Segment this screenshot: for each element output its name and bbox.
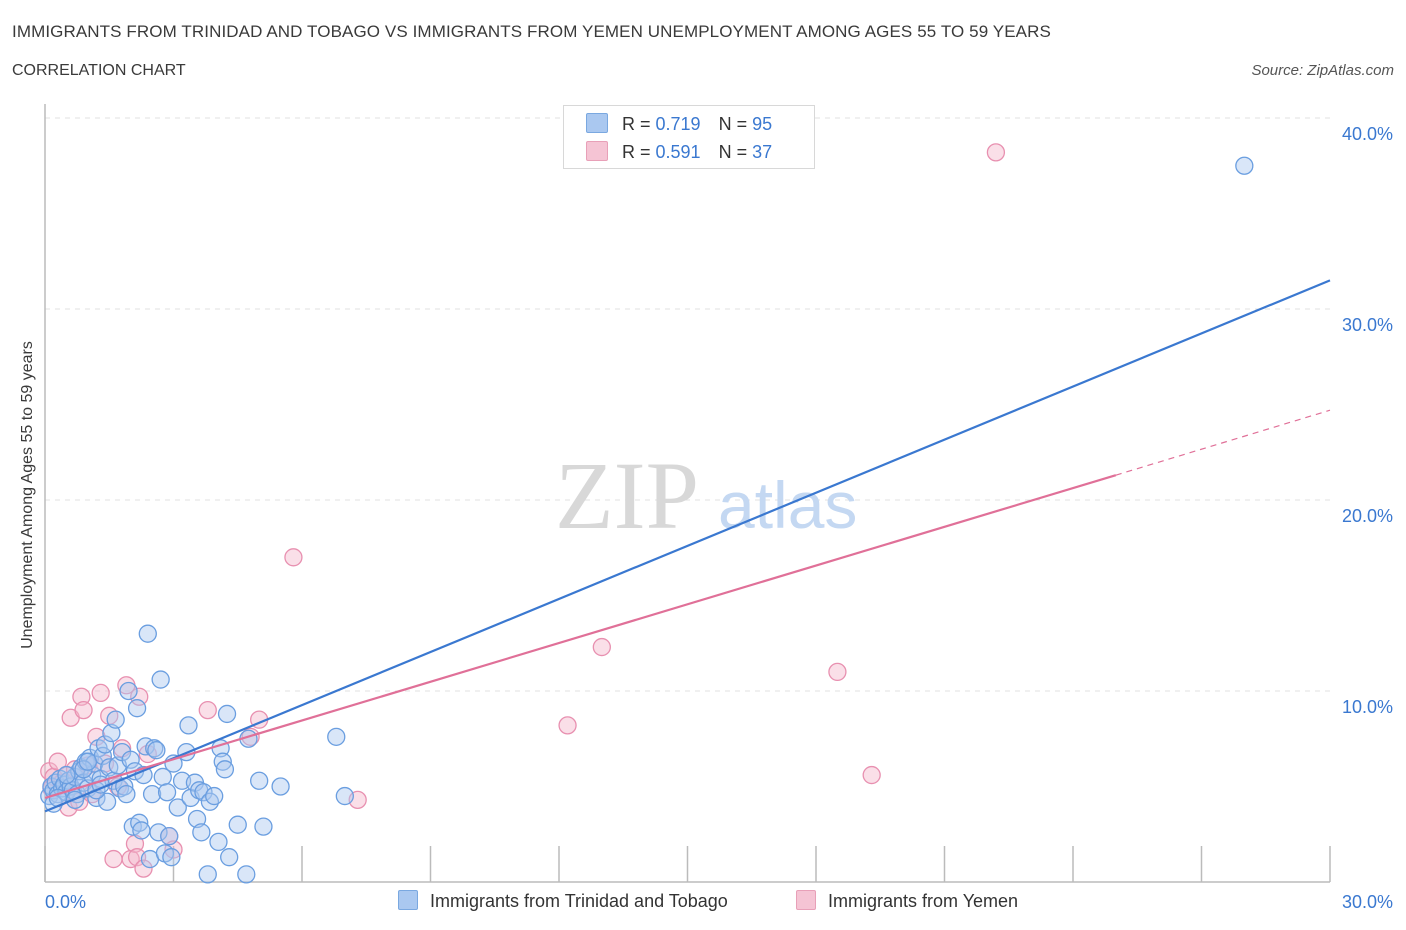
legend-row-trinidad: R = 0.719 N = 95: [586, 113, 772, 135]
trinidad-point: [220, 848, 239, 867]
trinidad-point: [127, 699, 147, 718]
series-name-trinidad: Immigrants from Trinidad and Tobago: [430, 891, 728, 911]
trinidad-point: [217, 704, 237, 724]
trinidad-point: [335, 786, 354, 806]
trinidad-point: [228, 815, 247, 834]
series-legend-trinidad: Immigrants from Trinidad and Tobago: [398, 890, 728, 912]
trinidad-point: [205, 786, 224, 806]
trinidad-point: [237, 865, 256, 884]
trendline-yemen: [44, 474, 1117, 800]
y-tick-label: 10.0%: [1342, 697, 1393, 717]
trinidad-point: [254, 817, 273, 836]
trinidad-point: [147, 741, 166, 760]
trinidad-point: [215, 760, 235, 779]
source-credit: Source: ZipAtlas.com: [1251, 62, 1394, 79]
watermark: ZIP atlas: [555, 442, 857, 549]
legend-n-label: N =: [718, 142, 753, 162]
trinidad-point: [162, 848, 181, 867]
chart-title: IMMIGRANTS FROM TRINIDAD AND TOBAGO VS I…: [12, 22, 1051, 41]
trinidad-point: [192, 823, 211, 842]
series-legend-yemen: Immigrants from Yemen: [796, 890, 1018, 912]
trinidad-point: [149, 823, 168, 842]
trinidad-point: [106, 710, 125, 729]
trinidad-point: [151, 670, 170, 689]
trendline-trinidad: [44, 279, 1331, 813]
trinidad-point: [138, 624, 157, 643]
watermark-zip: ZIP: [555, 442, 699, 549]
trinidad-point: [179, 716, 198, 735]
series-name-yemen: Immigrants from Yemen: [828, 891, 1019, 911]
trinidad-point: [194, 783, 213, 802]
yemen-point: [828, 662, 847, 682]
trinidad-point: [327, 727, 346, 746]
legend-r-value: 0.591: [655, 142, 701, 162]
legend-r-label: R =: [622, 142, 656, 162]
trinidad-point: [119, 681, 138, 701]
trinidad-point: [142, 784, 162, 804]
yemen-point: [134, 859, 153, 878]
trinidad-point: [132, 821, 151, 840]
y-tick-label: 40.0%: [1342, 124, 1393, 144]
legend-n-value: 95: [752, 114, 773, 134]
legend-n-label: N =: [718, 114, 753, 134]
yemen-point: [558, 716, 577, 735]
yemen-point: [592, 637, 611, 657]
correlation-legend: R = 0.719 N = 95 R = 0.591 N = 37: [563, 105, 815, 169]
series-swatch-pink: [796, 890, 816, 910]
tick-labels: 10.0% 20.0% 30.0% 40.0% 0.0% 30.0%: [45, 124, 1393, 912]
trend-layer: [44, 279, 1331, 813]
trinidad-point: [121, 750, 140, 769]
legend-swatch-pink: [586, 141, 608, 161]
trinidad-point: [168, 798, 187, 817]
trinidad-point: [117, 784, 136, 804]
yemen-point: [986, 143, 1006, 162]
legend-r-value: 0.719: [655, 114, 701, 134]
yemen-point: [72, 687, 91, 706]
trinidad-point: [1235, 156, 1254, 175]
trinidad-point: [78, 752, 97, 771]
trinidad-point: [57, 765, 76, 785]
trinidad-point: [250, 771, 269, 790]
axes-layer: [44, 104, 1331, 883]
yemen-point: [198, 700, 217, 720]
trinidad-point: [97, 792, 117, 811]
trinidad-point: [160, 827, 179, 846]
yemen-point: [130, 687, 149, 706]
y-tick-label: 20.0%: [1342, 506, 1393, 526]
trinidad-point: [198, 865, 217, 884]
legend-r-label: R =: [622, 114, 656, 134]
trinidad-point: [157, 783, 177, 802]
points-layer: [40, 143, 1254, 884]
yemen-point: [104, 849, 123, 869]
trinidad-point: [95, 735, 115, 754]
trinidad-point: [271, 777, 290, 796]
trinidad-point: [209, 832, 228, 852]
y-tick-label: 30.0%: [1342, 315, 1393, 335]
series-swatch-blue: [398, 890, 418, 910]
yemen-point: [862, 765, 881, 785]
x-tick-label: 30.0%: [1342, 892, 1393, 912]
yemen-point: [91, 683, 110, 703]
yemen-point: [74, 700, 93, 720]
chart-subtitle: CORRELATION CHART: [12, 62, 186, 79]
legend-swatch-blue: [586, 113, 608, 133]
legend-n-value: 37: [752, 142, 773, 162]
y-axis-label: Unemployment Among Ages 55 to 59 years: [19, 341, 36, 649]
x-tick-label: 0.0%: [45, 892, 86, 912]
trendline-yemen-extension: [1115, 409, 1331, 476]
legend-row-yemen: R = 0.591 N = 37: [586, 141, 772, 163]
yemen-point: [284, 548, 303, 567]
